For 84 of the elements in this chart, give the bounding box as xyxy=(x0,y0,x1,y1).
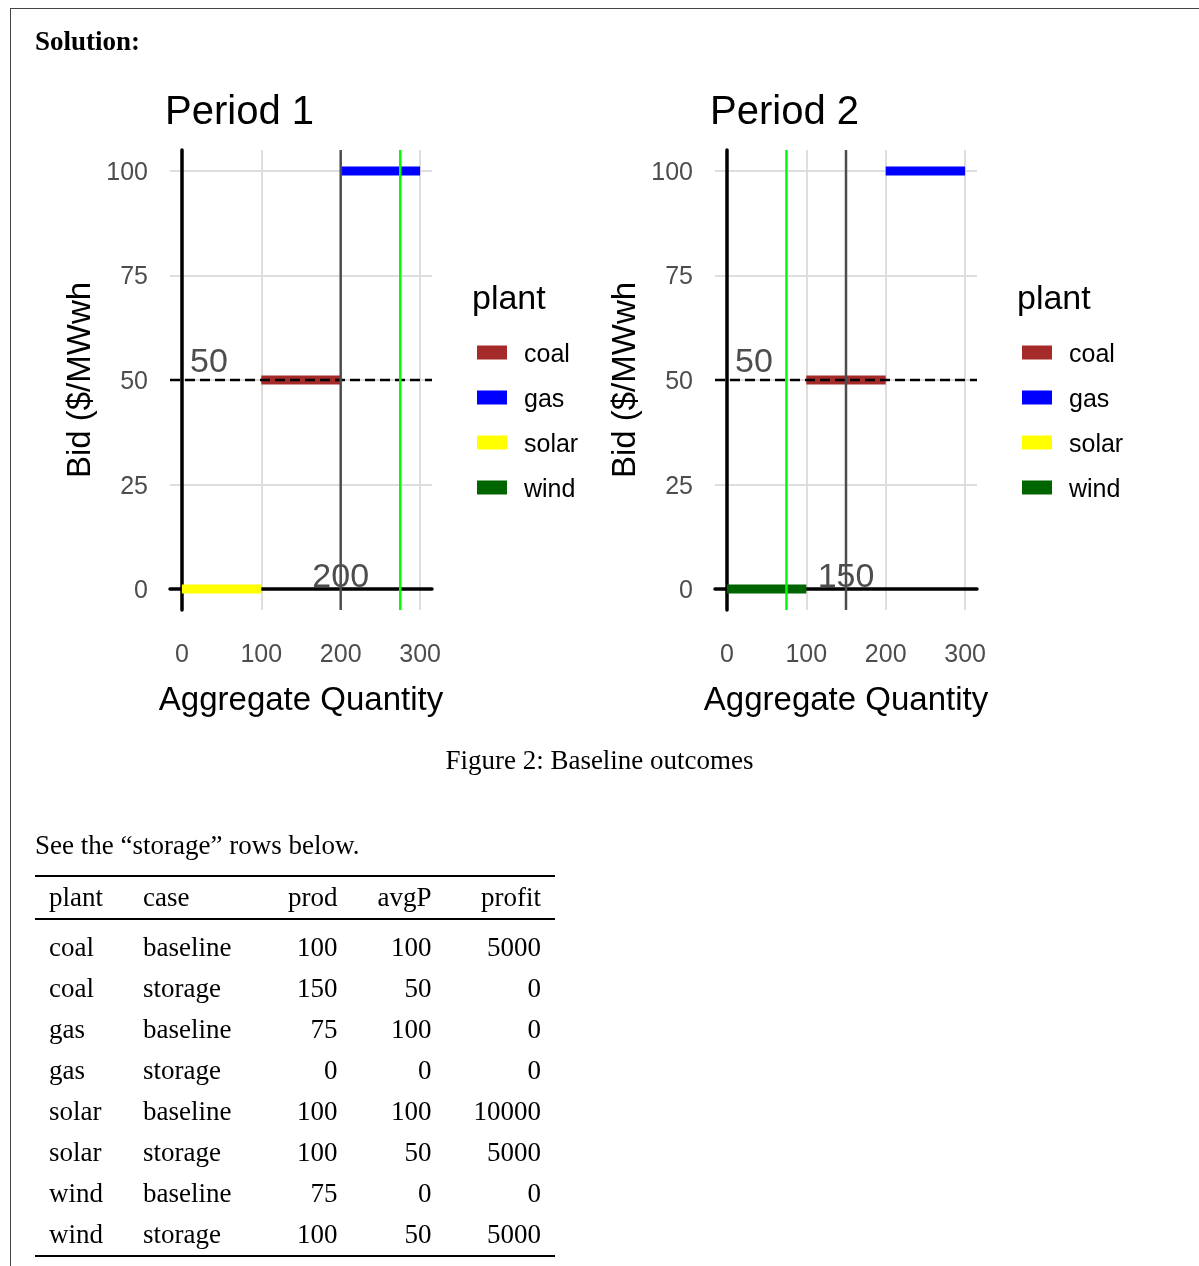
legend-label: solar xyxy=(524,428,579,457)
text: 50 xyxy=(404,1137,432,1167)
category-label: avgP xyxy=(351,876,446,919)
y-axis-title: Bid ($/MWwh xyxy=(60,281,97,479)
text: 0 xyxy=(527,1055,541,1085)
text: baseline xyxy=(143,932,232,962)
chart-title: Period 1 xyxy=(165,88,314,132)
text: 100 xyxy=(390,932,432,962)
y-tick-label: 50 xyxy=(665,366,693,394)
text: solar xyxy=(49,1137,102,1167)
category-label: plant xyxy=(35,876,130,919)
text: 10000 xyxy=(473,1096,541,1126)
text: 0 xyxy=(527,1178,541,1208)
legend-label: gas xyxy=(524,383,565,412)
legend-title: plant xyxy=(472,278,547,316)
text: 0 xyxy=(527,1014,541,1044)
text: 100 xyxy=(296,932,338,962)
text: 5000 xyxy=(487,932,541,962)
text: 50 xyxy=(404,973,432,1003)
text: gas xyxy=(49,1014,85,1044)
text: 5000 xyxy=(487,1219,541,1249)
text: 100 xyxy=(390,1014,432,1044)
y-tick-label: 75 xyxy=(665,261,693,290)
ref-line-label: 50 xyxy=(735,341,773,379)
y-tick-label: 100 xyxy=(106,156,148,185)
y-tick-label: 50 xyxy=(120,366,148,394)
text: 150 xyxy=(296,973,338,1003)
y-tick-label: 75 xyxy=(120,261,148,290)
text: 0 xyxy=(323,1055,338,1085)
text: 50 xyxy=(404,1219,432,1249)
chart-title: Period 2 xyxy=(710,88,859,132)
text: baseline xyxy=(143,1014,232,1044)
ref-line-label: 50 xyxy=(190,341,228,379)
text: 100 xyxy=(296,1096,338,1126)
text: gas xyxy=(49,1055,85,1085)
category-label: case xyxy=(129,876,263,919)
x-axis-title: Aggregate Quantity xyxy=(703,680,989,717)
text: storage xyxy=(143,1055,221,1085)
y-tick-label: 25 xyxy=(665,470,693,499)
x-tick-label: 100 xyxy=(240,638,283,667)
text: Solution: xyxy=(35,26,141,57)
text: coal xyxy=(49,932,94,962)
legend-label: wind xyxy=(523,473,576,502)
x-tick-label: 0 xyxy=(719,638,734,667)
category-label: profit xyxy=(445,876,555,919)
text: 100 xyxy=(390,1096,432,1126)
x-tick-label: 200 xyxy=(864,638,907,667)
y-tick-label: 100 xyxy=(651,156,693,185)
legend-label: wind xyxy=(1068,473,1121,502)
text: coal xyxy=(49,973,94,1003)
text: 0 xyxy=(417,1055,432,1085)
text: 100 xyxy=(296,1219,338,1249)
y-tick-label: 0 xyxy=(134,575,148,604)
text: 5000 xyxy=(487,1137,541,1167)
text: 75 xyxy=(310,1178,338,1208)
text: 0 xyxy=(417,1178,432,1208)
text: 75 xyxy=(310,1014,338,1044)
text: See the “storage” rows below. xyxy=(35,830,361,861)
legend-label: solar xyxy=(1069,428,1124,457)
x-tick-label: 0 xyxy=(174,638,189,667)
legend-label: coal xyxy=(1069,338,1115,367)
caption: Figure 2: Baseline outcomes xyxy=(444,745,755,776)
y-tick-label: 0 xyxy=(679,575,693,604)
text: wind xyxy=(49,1178,103,1208)
x-tick-label: 100 xyxy=(785,638,828,667)
text: wind xyxy=(49,1219,103,1249)
x-tick-label: 300 xyxy=(944,638,986,667)
text: baseline xyxy=(143,1096,232,1126)
text: storage xyxy=(143,1219,221,1249)
x-tick-label: 200 xyxy=(319,638,362,667)
text: 0 xyxy=(527,973,541,1003)
text: storage xyxy=(143,1137,221,1167)
category-label: prod xyxy=(262,876,352,919)
legend-label: coal xyxy=(524,338,570,367)
y-axis-title: Bid ($/MWwh xyxy=(605,281,642,479)
legend-label: gas xyxy=(1069,383,1110,412)
text: baseline xyxy=(143,1178,232,1208)
legend-title: plant xyxy=(1017,278,1092,316)
x-axis-title: Aggregate Quantity xyxy=(158,680,444,717)
y-tick-label: 25 xyxy=(120,470,148,499)
x-tick-label: 300 xyxy=(399,638,441,667)
text: 100 xyxy=(296,1137,338,1167)
text: storage xyxy=(143,973,221,1003)
text: solar xyxy=(49,1096,102,1126)
